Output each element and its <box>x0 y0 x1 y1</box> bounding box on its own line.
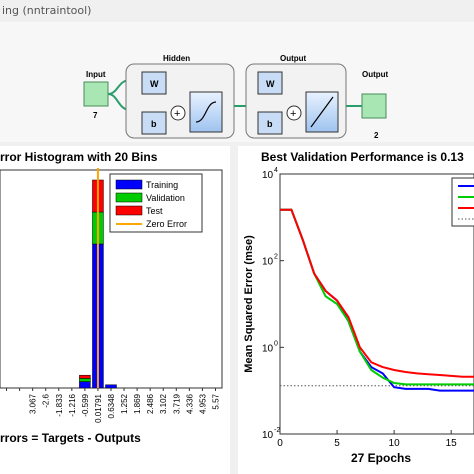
histogram-bar-validation <box>79 378 91 382</box>
output-block <box>361 93 387 119</box>
performance-xlabel: 27 Epochs <box>351 451 411 465</box>
histogram-tick-label: 3.067 <box>29 393 38 414</box>
y-tick-exponent: 2 <box>274 254 278 261</box>
y-tick-exponent: 4 <box>274 167 278 174</box>
performance-title: Best Validation Performance is 0.13 <box>261 150 464 164</box>
hidden-weight-block <box>141 71 167 95</box>
x-tick-label: 0 <box>277 438 283 449</box>
hidden-bias-label: b <box>151 119 157 129</box>
y-tick-exponent: 0 <box>274 340 278 347</box>
performance-legend <box>451 177 474 227</box>
window-title: ing (nntraintool) <box>2 4 92 17</box>
output-linear-transfer-block <box>305 91 339 133</box>
hidden-layer-label: Hidden <box>163 54 190 63</box>
y-tick-exponent: -2 <box>274 427 280 434</box>
hidden-bias-block <box>141 111 167 135</box>
output-sum-symbol: + <box>290 108 296 120</box>
histogram-tick-label: 5.57 <box>211 393 220 409</box>
hidden-sum-symbol: + <box>174 108 180 120</box>
histogram-bar-training <box>105 384 117 389</box>
histogram-tick-label: 3.102 <box>159 393 168 414</box>
histogram-bar-test <box>79 374 91 379</box>
histogram-tick-label: 0.6348 <box>107 393 116 418</box>
histogram-tick-label: -1.216 <box>68 393 77 416</box>
input-label: Input <box>86 70 106 79</box>
output-size: 2 <box>374 131 379 140</box>
histogram-tick-label: 4.336 <box>185 393 194 414</box>
histogram-tick-label: -2.6 <box>42 393 51 407</box>
hidden-weight-label: W <box>150 79 159 89</box>
x-tick-label: 15 <box>446 438 458 449</box>
output-bias-block <box>257 111 283 135</box>
hidden-sum-node <box>170 105 186 121</box>
linear-curve-icon <box>310 96 334 128</box>
network-diagram-panel: Input 7 Hidden W b + 10 Output W b + 2 O… <box>0 22 474 152</box>
y-tick-label: 10 <box>262 257 274 268</box>
legend-label: Test <box>146 206 163 216</box>
sigmoid-curve-icon <box>195 101 217 123</box>
output-bias-label: b <box>267 119 273 129</box>
error-histogram-chart: 3.067 -2.6 -1.833 -1.216 -0.599 0.01791 0.6348… <box>0 168 223 445</box>
input-block <box>83 81 109 107</box>
legend-label: Zero Error <box>146 219 187 229</box>
legend-label: Training <box>146 180 178 190</box>
histogram-tick-label: -1.833 <box>55 393 64 416</box>
x-tick-label: 10 <box>389 438 401 449</box>
histogram-tick-label: 3.719 <box>172 393 181 414</box>
performance-axes-box <box>279 173 474 435</box>
input-size: 7 <box>93 111 98 120</box>
output-sum-node <box>286 105 302 121</box>
y-tick-label: 10 <box>262 343 274 354</box>
performance-ylabel: Mean Squared Error (mse) <box>243 235 255 373</box>
legend-swatch-validation <box>115 192 143 203</box>
output-label: Output <box>362 70 389 79</box>
histogram-tick-label: 0.01791 <box>94 393 103 422</box>
legend-swatch-test <box>115 205 143 216</box>
output-weight-block <box>257 71 283 95</box>
y-tick-label: 10 <box>262 170 274 181</box>
histogram-tick-label: -0.599 <box>81 393 90 416</box>
histogram-bar-training <box>79 381 91 389</box>
histogram-tick-label: 1.252 <box>120 393 129 414</box>
x-tick-label: 5 <box>334 438 340 449</box>
performance-series-line-3 <box>280 208 474 378</box>
histogram-xlabel: rrors = Targets - Outputs <box>0 431 141 445</box>
output-weight-label: W <box>266 79 275 89</box>
legend-swatch-training <box>115 179 143 190</box>
histogram-tick-label: 2.486 <box>146 393 155 414</box>
window-titlebar: ing (nntraintool) <box>0 0 474 23</box>
network-diagram: Input 7 Hidden W b + 10 Output W b + 2 O… <box>83 54 389 152</box>
histogram-tick-label: 1.869 <box>133 393 142 414</box>
output-layer-label: Output <box>280 54 307 63</box>
legend-label: Validation <box>146 193 185 203</box>
y-tick-label: 10 <box>262 430 274 441</box>
histogram-tick-label: 4.953 <box>198 393 207 414</box>
histogram-title: rror Histogram with 20 Bins <box>0 150 158 164</box>
